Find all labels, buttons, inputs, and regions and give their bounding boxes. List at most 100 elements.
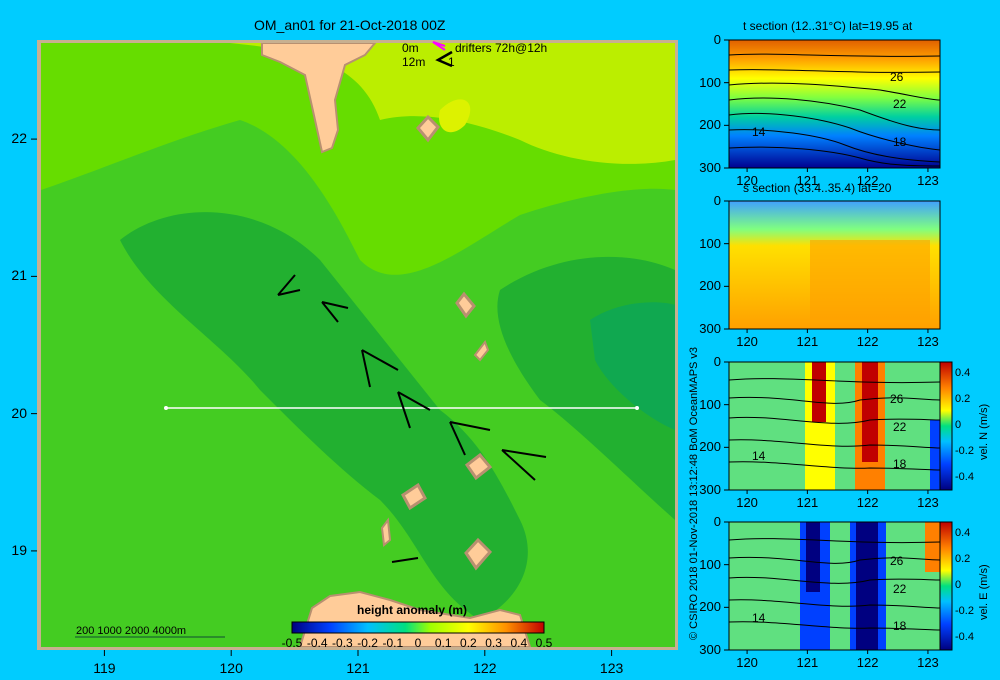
- panel-lon-tick-label: 122: [856, 173, 879, 188]
- e-contour-label: 22: [893, 582, 907, 596]
- colorbar-tick-label: 0.5: [535, 636, 553, 650]
- colorbar-tick-label: -0.3: [332, 636, 353, 650]
- land-taiwan: [261, 43, 377, 154]
- vel-colorbar-tick-label: 0: [955, 419, 962, 431]
- vel-colorbar-tick-label: 0: [955, 579, 962, 591]
- panel-lon-tick-label: 121: [796, 495, 819, 510]
- panel-lon-tick-label: 121: [796, 655, 819, 670]
- vel-e-positive-band: [925, 522, 940, 572]
- vel-e-colorbar: [939, 521, 953, 651]
- vel-e-colorbar-label: vel. E (m/s): [978, 564, 990, 620]
- panel-depth-tick-label: 100: [699, 396, 721, 412]
- panel-lon-tick-label: 120: [736, 495, 758, 510]
- vel-colorbar-tick-label: -0.4: [955, 471, 974, 483]
- panel-depth-tick-label: 200: [699, 599, 721, 615]
- height-anomaly-low-band: [120, 212, 528, 620]
- s-section-frame: [728, 200, 941, 330]
- panel-lon-tick-label: 122: [856, 334, 879, 349]
- panel-depth-tick-label: 300: [699, 642, 721, 657]
- t-section-frame: [728, 39, 941, 169]
- n-contour-label: 26: [890, 392, 904, 406]
- panel-depth-tick-label: 200: [699, 278, 721, 294]
- panel-lon-tick-label: 122: [856, 655, 879, 670]
- t-section-panel: [728, 39, 941, 169]
- map-lon-tick-label: 121: [346, 660, 370, 676]
- map-lat-tick-label: 21: [11, 267, 27, 284]
- vel-n-colorbar-label: vel. N (m/s): [978, 403, 990, 460]
- section-line-start-marker: [164, 406, 168, 410]
- legend-surface-arrow-icon: [432, 41, 446, 51]
- map-lat-tick-label: 19: [11, 541, 27, 558]
- island-2: [455, 291, 476, 319]
- t-contour-label: 26: [890, 70, 904, 84]
- island-3: [473, 339, 490, 362]
- height-anomaly-high-region-inner: [439, 99, 471, 133]
- vel-colorbar-tick-label: 0.4: [955, 527, 971, 539]
- island-1: [416, 114, 440, 143]
- panel-lon-tick-label: 120: [736, 173, 758, 188]
- map-lon-tick-label: 123: [599, 660, 624, 676]
- t-section-field: [729, 40, 940, 168]
- panel-lon-tick-label: 120: [736, 334, 758, 349]
- legend-12m-label: 12m: [402, 55, 426, 69]
- vel-colorbar-tick-label: -0.4: [955, 631, 974, 643]
- height-anomaly-high-region: [41, 43, 675, 164]
- panel-depth-tick-label: 0: [713, 514, 721, 529]
- colorbar-tick-label: -0.4: [306, 636, 328, 650]
- map-lon-tick-label: 120: [219, 660, 243, 676]
- map-lon-tick-label: 119: [93, 660, 116, 676]
- e-contour-label: 14: [752, 611, 766, 625]
- panel-lon-tick-label: 123: [917, 495, 939, 510]
- panel-depth-tick-label: 200: [699, 117, 721, 133]
- vel-n-colorbar: [939, 361, 953, 491]
- panel-lon-tick-label: 123: [917, 655, 939, 670]
- t-section-title: t section (12..31°C) lat=19.95 at: [743, 19, 913, 33]
- panel-lon-tick-label: 121: [796, 173, 819, 188]
- panel-depth-tick-label: 0: [713, 32, 721, 47]
- vel-n-panel: [728, 361, 953, 491]
- colorbar-tick-label: 0.1: [434, 636, 452, 650]
- colorbar-tick-label: 0.2: [460, 636, 477, 650]
- map-panel: [37, 40, 678, 650]
- map-title: OM_an01 for 21-Oct-2018 00Z: [254, 17, 446, 33]
- map-lat-tick-label: 20: [11, 404, 27, 421]
- panel-depth-tick-label: 100: [699, 74, 721, 90]
- vel-colorbar-tick-label: 0.2: [955, 553, 971, 565]
- drifter-vectors: [277, 274, 547, 563]
- panel-depth-tick-label: 100: [699, 556, 721, 572]
- legend-12m-arrow-icon: [435, 50, 453, 68]
- t-contour-label: 14: [752, 125, 766, 139]
- e-contour-label: 26: [890, 554, 904, 568]
- colorbar-tick-label: 0.4: [510, 636, 528, 650]
- panel-depth-tick-label: 0: [713, 193, 721, 208]
- vel-n-jet-1-core: [812, 362, 826, 422]
- drifter-vector: [277, 274, 301, 296]
- credit-text: © CSIRO 2018 01-Nov-2018 13:12:48 BoM Oc…: [688, 346, 700, 640]
- drifter-vector: [361, 349, 399, 388]
- vel-e-panel: [728, 521, 953, 651]
- legend-surface-label: 0m: [402, 41, 419, 55]
- n-contour-label: 22: [893, 420, 907, 434]
- panel-depth-tick-label: 100: [699, 235, 721, 251]
- legend-velocity-scale: 1: [448, 55, 455, 69]
- depth-scale-bar: [75, 636, 225, 638]
- panel-depth-tick-label: 0: [713, 354, 721, 369]
- map-lon-tick-label: 122: [473, 660, 497, 676]
- n-contour-label: 18: [893, 457, 907, 471]
- vel-n-negative-band: [930, 420, 940, 490]
- panel-depth-tick-label: 300: [699, 321, 721, 336]
- panel-lon-tick-label: 122: [856, 495, 879, 510]
- map-lat-tick-label: 22: [11, 130, 27, 147]
- drifter-vector: [321, 301, 349, 323]
- panel-depth-tick-label: 200: [699, 439, 721, 455]
- depth-scale-label: 200 1000 2000 4000m: [76, 625, 187, 637]
- vel-colorbar-tick-label: 0.2: [955, 393, 971, 405]
- panel-lon-tick-label: 123: [917, 334, 939, 349]
- drifter-vector: [397, 391, 431, 429]
- drifter-vector: [501, 449, 547, 481]
- vel-colorbar-tick-label: -0.2: [955, 445, 974, 457]
- vel-colorbar-tick-label: -0.2: [955, 605, 974, 617]
- colorbar-tick-label: -0.5: [281, 636, 303, 650]
- t-contour-label: 22: [893, 97, 907, 111]
- s-section-subsurface-max: [810, 240, 930, 320]
